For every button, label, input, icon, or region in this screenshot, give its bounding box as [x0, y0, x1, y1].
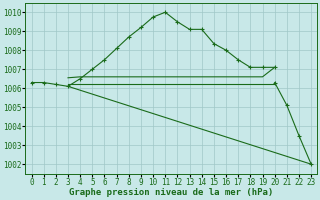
- X-axis label: Graphe pression niveau de la mer (hPa): Graphe pression niveau de la mer (hPa): [69, 188, 274, 197]
